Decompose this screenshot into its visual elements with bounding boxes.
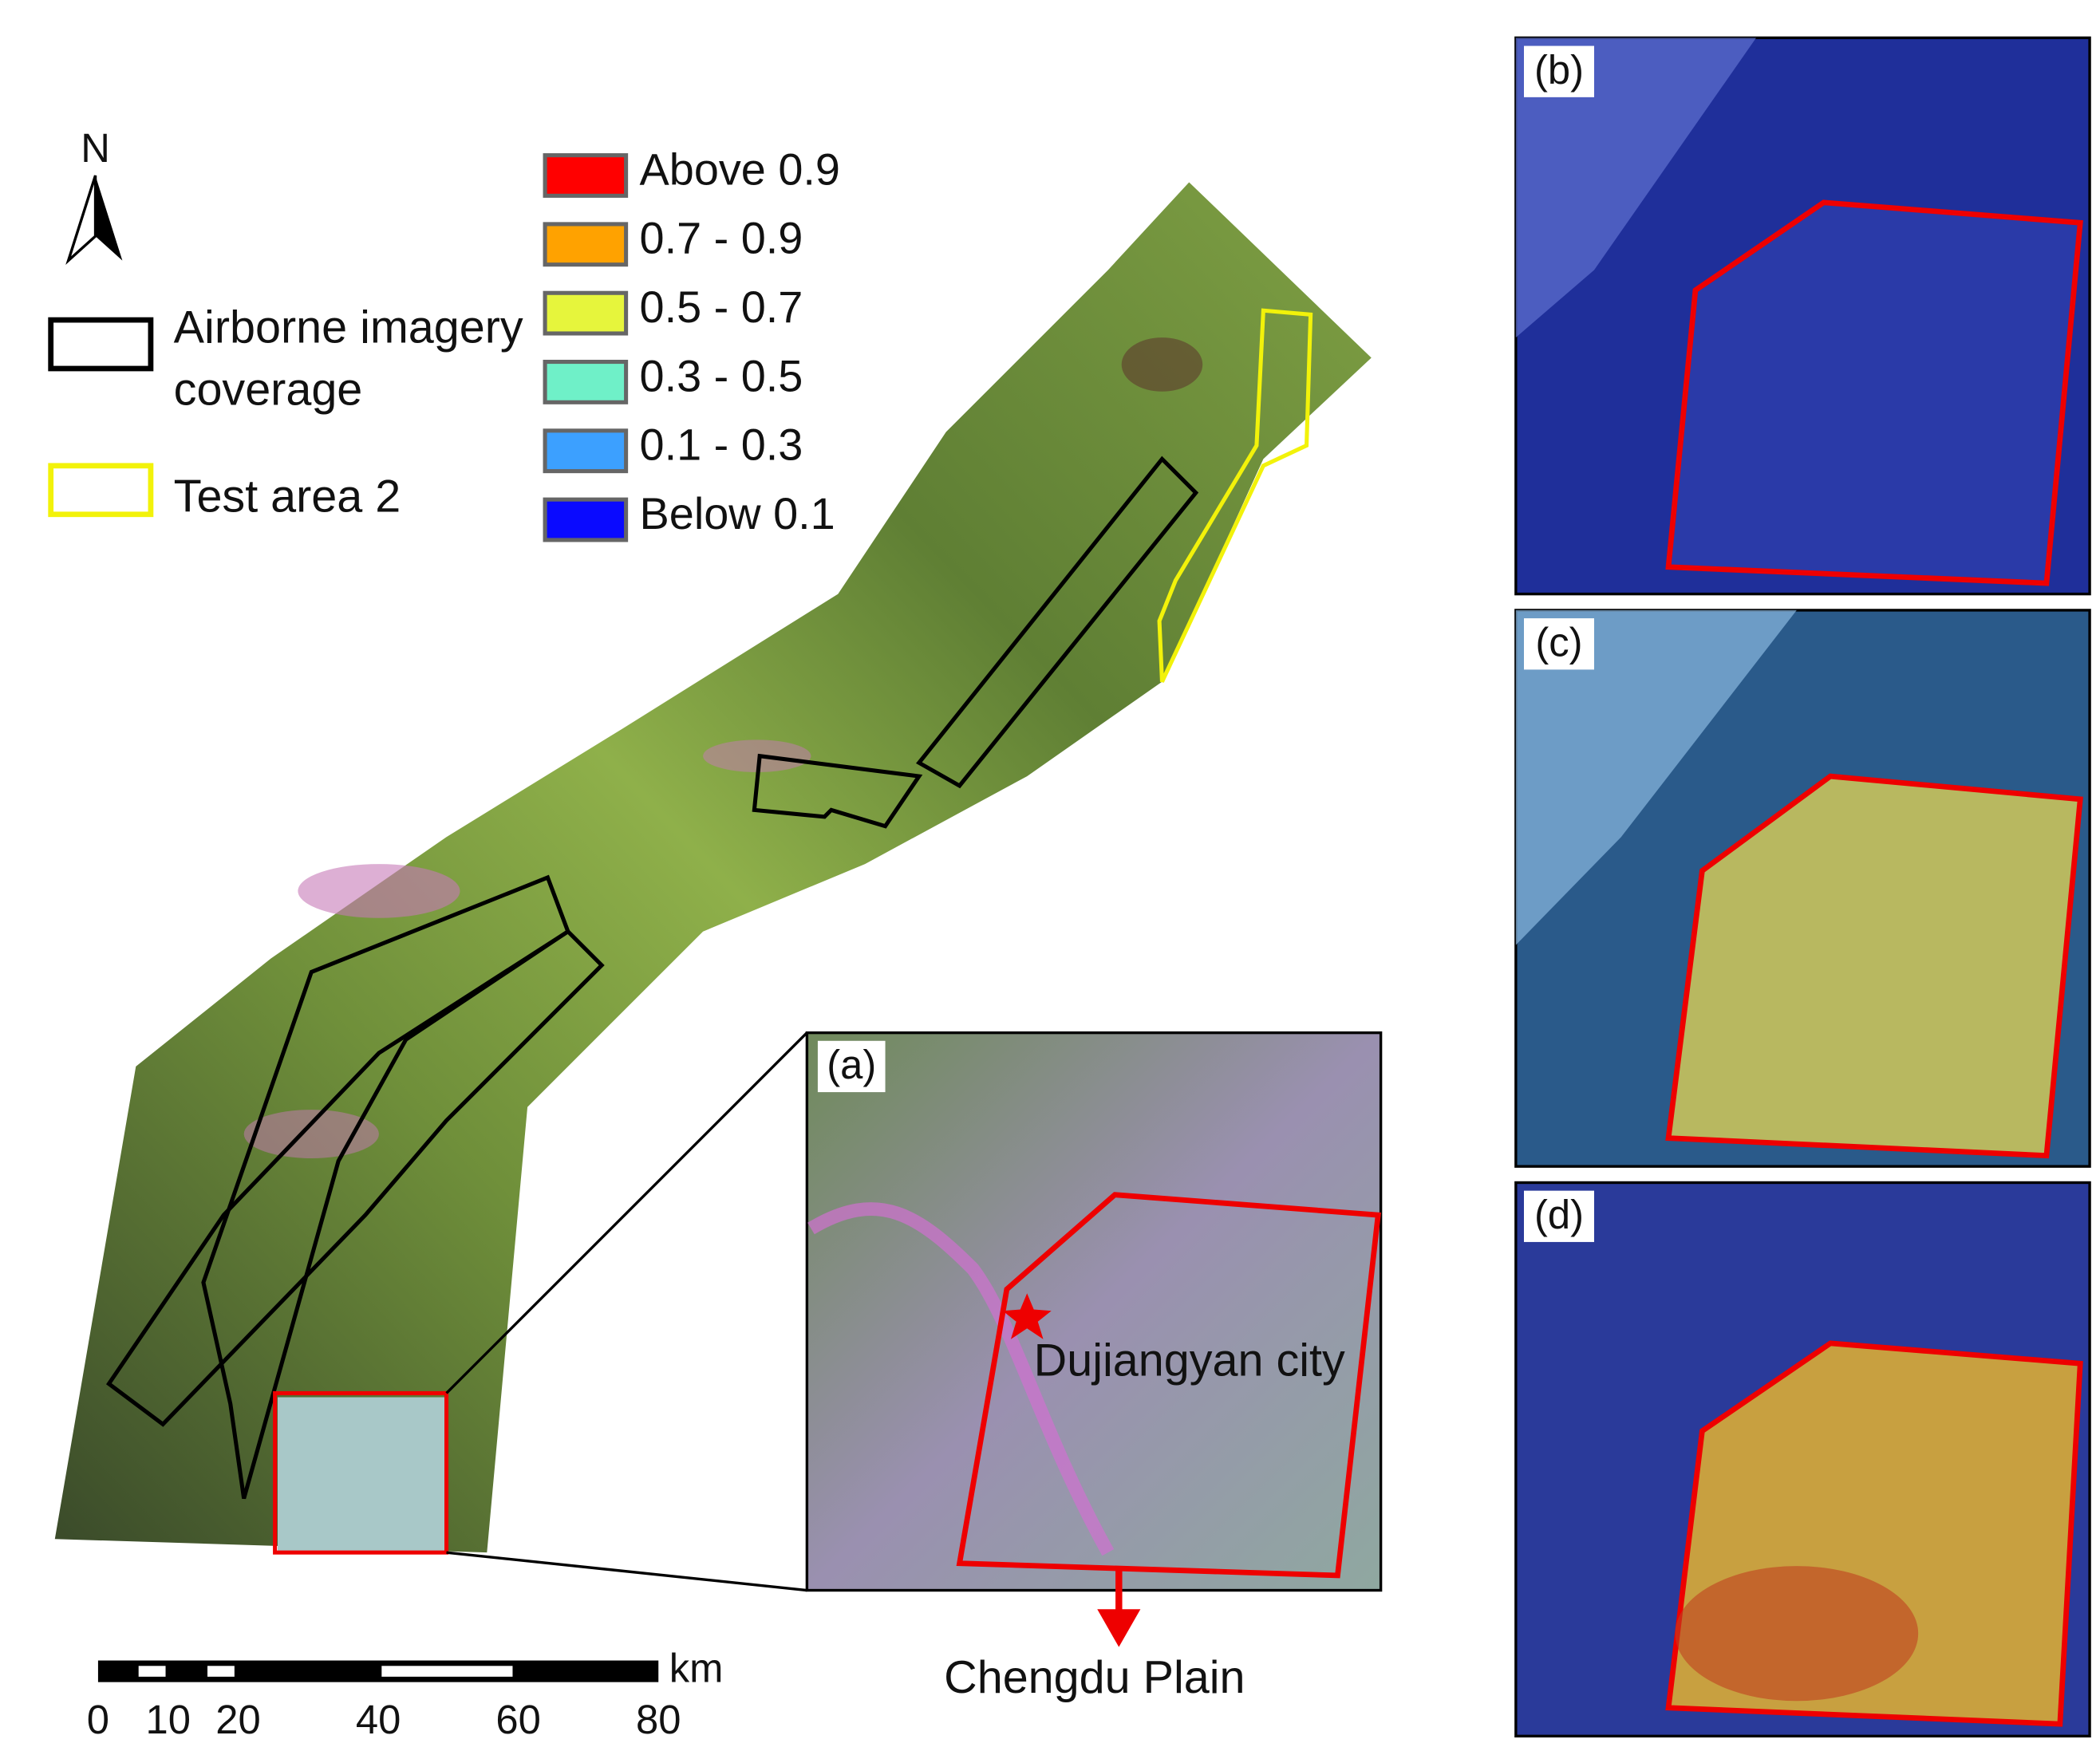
panel-label: (d) xyxy=(1534,1192,1584,1237)
class-swatch xyxy=(543,290,629,336)
scale-tick-label: 20 xyxy=(215,1697,260,1742)
class-label: 0.1 - 0.3 xyxy=(640,420,803,470)
legend-label: Test area 2 xyxy=(174,471,401,522)
class-label: 0.5 - 0.7 xyxy=(640,282,803,332)
class-swatch xyxy=(543,153,629,198)
class-label: 0.7 - 0.9 xyxy=(640,213,803,263)
inset-a: (a) Dujiangyan city Chengdu Plain xyxy=(805,1031,1383,1703)
legend-label-line: coverage xyxy=(174,365,363,416)
legend: Airborne imagery coverage Test area 2 Above… xyxy=(48,144,840,542)
legend-swatch xyxy=(48,463,154,518)
legend-label-line: Airborne imagery xyxy=(174,302,523,353)
legend-swatch xyxy=(48,317,154,372)
scale-tick-label: 0 xyxy=(87,1697,109,1742)
panel-label: (c) xyxy=(1535,619,1582,665)
class-swatch xyxy=(543,428,629,474)
city-label: Dujiangyan city xyxy=(1034,1335,1345,1386)
panel-label: (b) xyxy=(1534,47,1584,93)
class-label: 0.3 - 0.5 xyxy=(640,350,803,400)
panel-label: (a) xyxy=(827,1042,876,1087)
north-arrow: N xyxy=(65,125,123,266)
class-label: Below 0.1 xyxy=(640,488,835,538)
scale-tick-label: 80 xyxy=(636,1697,681,1742)
scale-tick-label: 40 xyxy=(356,1697,401,1742)
class-label: Above 0.9 xyxy=(640,144,840,194)
panel-b: (b) xyxy=(1514,36,2091,596)
scale-bar: km 0 10 20 40 60 80 xyxy=(87,1645,724,1741)
class-swatch xyxy=(543,497,629,542)
plain-label: Chengdu Plain xyxy=(944,1652,1245,1703)
class-swatch xyxy=(543,360,629,404)
class-swatch xyxy=(543,222,629,267)
scale-tick-label: 60 xyxy=(495,1697,540,1742)
legend-label: Airborne imagery coverage xyxy=(174,302,523,416)
scale-unit: km xyxy=(669,1645,724,1690)
scale-tick-label: 10 xyxy=(145,1697,190,1742)
north-label: N xyxy=(81,125,110,171)
panel-c: (c) xyxy=(1514,609,2091,1168)
main-map xyxy=(54,182,1372,1592)
panel-d: (d) xyxy=(1514,1181,2091,1737)
